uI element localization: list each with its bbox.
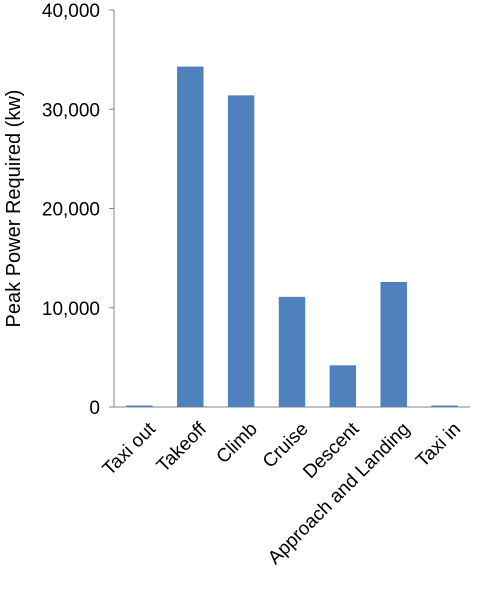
bar bbox=[227, 95, 255, 407]
y-tick-label: 10,000 bbox=[42, 299, 100, 320]
x-tick-label: Climb bbox=[213, 419, 262, 468]
x-tick-label: Taxi in bbox=[412, 419, 465, 472]
y-axis-title: Peak Power Required (kw) bbox=[3, 90, 25, 328]
bar bbox=[431, 405, 458, 407]
bar bbox=[380, 281, 407, 407]
y-ticks: 0 10,000 20,000 30,000 40,000 bbox=[42, 1, 114, 419]
x-tick-label: Taxi out bbox=[99, 418, 161, 480]
y-tick-label: 30,000 bbox=[42, 100, 100, 121]
y-tick-label: 40,000 bbox=[42, 1, 100, 22]
y-axis: 0 10,000 20,000 30,000 40,000 bbox=[42, 1, 115, 419]
y-tick-label: 0 bbox=[89, 398, 100, 419]
x-tick-label: Takeoff bbox=[153, 418, 211, 476]
bar bbox=[278, 296, 306, 407]
bar bbox=[329, 365, 357, 407]
bar bbox=[126, 405, 153, 407]
bar-series bbox=[126, 66, 458, 407]
y-tick-label: 20,000 bbox=[42, 200, 100, 221]
bar bbox=[177, 66, 204, 407]
